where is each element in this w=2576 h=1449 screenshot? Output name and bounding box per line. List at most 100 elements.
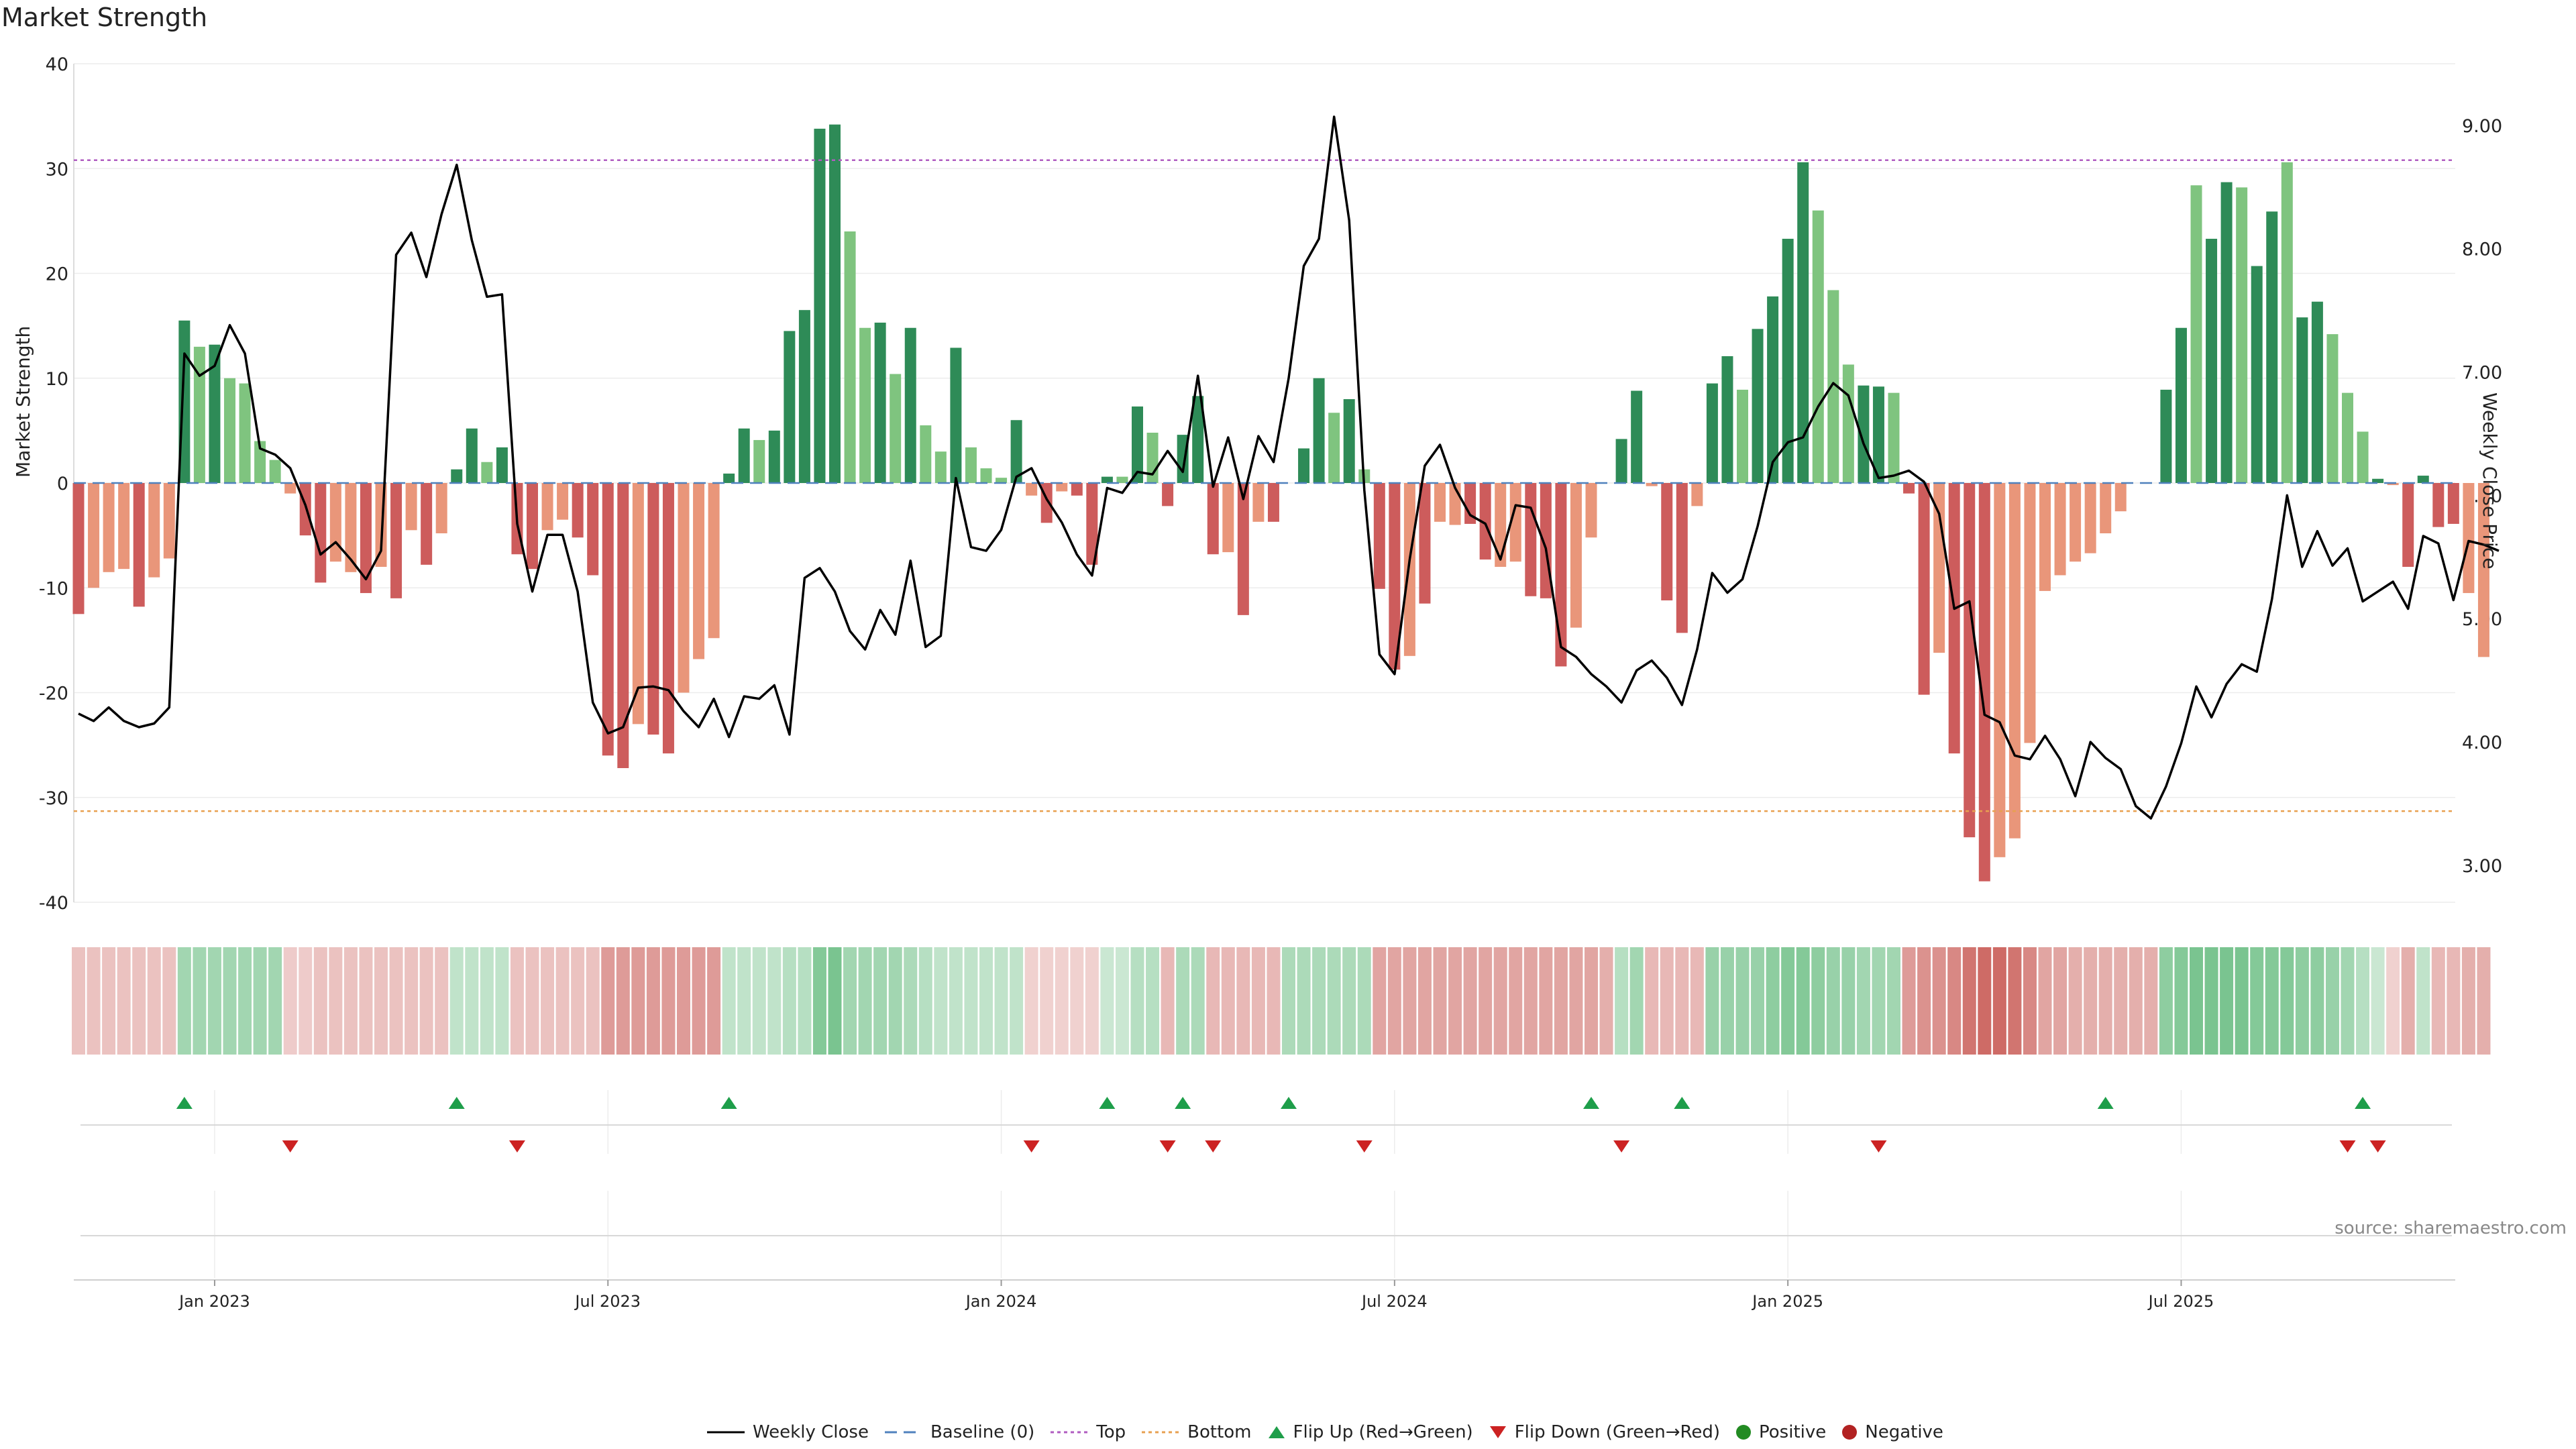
regime-cell (132, 947, 146, 1055)
legend-label: Baseline (0) (930, 1422, 1035, 1442)
regime-cell (419, 947, 433, 1055)
regime-cell (1735, 947, 1750, 1055)
negative-strength-bar (1056, 483, 1068, 492)
regime-cell (2265, 947, 2279, 1055)
negative-strength-bar (1267, 483, 1279, 522)
negative-strength-bar (1434, 483, 1446, 522)
regime-cell (2356, 947, 2370, 1055)
regime-cell (888, 947, 902, 1055)
regime-cell (268, 947, 282, 1055)
flip-down-marker (1159, 1140, 1176, 1152)
regime-cell (767, 947, 782, 1055)
positive-strength-bar (1132, 406, 1143, 483)
positive-strength-bar (950, 347, 962, 483)
positive-strength-bar (996, 478, 1008, 483)
regime-cell (2310, 947, 2324, 1055)
y-tick-label: 10 (46, 369, 68, 390)
positive-strength-bar (1842, 364, 1854, 483)
positive-strength-bar (723, 473, 735, 483)
source-credit: source: sharemaestro.com (2334, 1218, 2567, 1238)
red-dot-icon (1842, 1425, 1858, 1440)
regime-cell (1856, 947, 1870, 1055)
regime-cell (1766, 947, 1780, 1055)
regime-cell (2023, 947, 2037, 1055)
positive-strength-bar (466, 428, 478, 483)
triangle-down-icon (1489, 1426, 1506, 1438)
x-tick-label: Jan 2024 (965, 1292, 1037, 1311)
negative-strength-bar (1646, 483, 1658, 486)
regime-cell (1115, 947, 1129, 1055)
regime-cell (752, 947, 766, 1055)
y-tick-label: 0 (57, 474, 68, 494)
positive-strength-bar (481, 462, 493, 483)
regime-cell (979, 947, 993, 1055)
regime-cell (313, 947, 327, 1055)
regime-cell (541, 947, 555, 1055)
y-right-tick-label: 8.00 (2462, 239, 2502, 260)
regime-cell (1872, 947, 1886, 1055)
negative-strength-bar (1525, 483, 1537, 596)
negative-strength-bar (1207, 483, 1219, 555)
regime-cell (1373, 947, 1387, 1055)
regime-cell (374, 947, 388, 1055)
regime-cell (2371, 947, 2385, 1055)
positive-strength-bar (224, 378, 235, 483)
negative-strength-bar (2463, 483, 2475, 594)
regime-cell (2174, 947, 2188, 1055)
regime-cell (1675, 947, 1689, 1055)
flip-up-marker (1281, 1097, 1297, 1109)
regime-cell (102, 947, 116, 1055)
regime-cell (1055, 947, 1069, 1055)
regime-cell (1024, 947, 1038, 1055)
positive-strength-bar (920, 425, 932, 483)
regime-cell (677, 947, 690, 1055)
weekly-close-line-group (78, 115, 2500, 820)
positive-strength-bar (1101, 476, 1113, 483)
regime-cell (299, 947, 313, 1055)
negative-strength-bar (329, 483, 341, 562)
negative-strength-bar (360, 483, 372, 594)
positive-strength-bar (798, 310, 810, 483)
regime-cell (207, 947, 221, 1055)
x-tick-label: Jan 2025 (1751, 1292, 1823, 1311)
regime-strip (72, 947, 2491, 1055)
legend-label: Bottom (1187, 1422, 1252, 1442)
dashed-line-swatch-icon (884, 1431, 922, 1434)
positive-strength-bar (1706, 383, 1718, 483)
regime-cell (934, 947, 948, 1055)
regime-cell (1796, 947, 1810, 1055)
negative-strength-bar (284, 483, 297, 494)
regime-cell (555, 947, 570, 1055)
regime-cell (1221, 947, 1235, 1055)
dotted-line-swatch-icon (1051, 1431, 1089, 1434)
regime-cell (1236, 947, 1250, 1055)
regime-cell (162, 947, 176, 1055)
legend-item-top: Top (1049, 1422, 1126, 1442)
regime-cell (2084, 947, 2098, 1055)
flip-up-marker (448, 1097, 465, 1109)
regime-cell (2461, 947, 2475, 1055)
regime-cell (828, 947, 842, 1055)
regime-cell (812, 947, 826, 1055)
regime-cell (1932, 947, 1946, 1055)
positive-strength-bar (1888, 392, 1900, 483)
negative-strength-bar (1495, 483, 1507, 567)
negative-strength-bar (2084, 483, 2096, 553)
weekly-close-line (78, 115, 2500, 820)
negative-strength-bar (2114, 483, 2127, 512)
positive-strength-bar (1192, 396, 1204, 483)
regime-cell (147, 947, 161, 1055)
regime-cell (1176, 947, 1190, 1055)
regime-cell (722, 947, 736, 1055)
y-right-tick-label: 4.00 (2462, 733, 2502, 753)
regime-cell (1070, 947, 1084, 1055)
negative-strength-bar (587, 483, 599, 576)
legend: Weekly Close Baseline (0) Top Bottom Fli… (706, 1422, 1943, 1442)
regime-cell (1130, 947, 1144, 1055)
negative-strength-bar (1403, 483, 1415, 656)
negative-strength-bar (88, 483, 100, 588)
negative-strength-bar (148, 483, 160, 578)
legend-label: Negative (1865, 1422, 1943, 1442)
regime-cell (389, 947, 403, 1055)
regime-cell (1841, 947, 1856, 1055)
